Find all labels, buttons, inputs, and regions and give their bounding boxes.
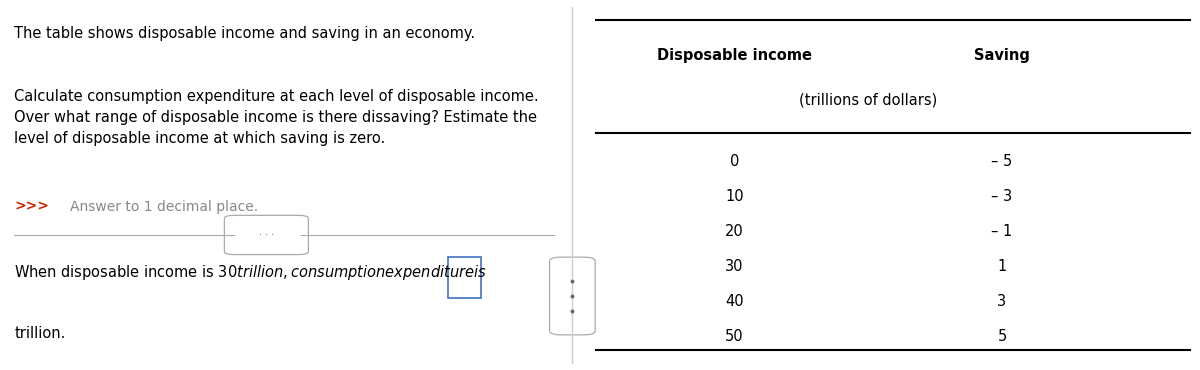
Text: 40: 40: [725, 294, 744, 309]
Text: 50: 50: [725, 329, 744, 344]
Text: 3: 3: [997, 294, 1007, 309]
Text: 0: 0: [730, 154, 739, 169]
Text: 1: 1: [997, 259, 1007, 274]
Text: – 3: – 3: [991, 189, 1013, 204]
Text: Calculate consumption expenditure at each level of disposable income.
Over what : Calculate consumption expenditure at eac…: [14, 89, 539, 146]
Text: – 1: – 1: [991, 224, 1013, 239]
Text: >>>: >>>: [14, 200, 49, 214]
Text: · · ·: · · ·: [259, 230, 274, 240]
Text: 5: 5: [997, 329, 1007, 344]
Text: trillion.: trillion.: [14, 326, 66, 341]
Text: When disposable income is $30 trillion, consumption expenditure is $: When disposable income is $30 trillion, …: [14, 263, 487, 282]
Text: Answer to 1 decimal place.: Answer to 1 decimal place.: [70, 200, 258, 214]
Text: 30: 30: [725, 259, 744, 274]
Text: 20: 20: [725, 224, 744, 239]
Text: Saving: Saving: [974, 48, 1030, 63]
Text: Disposable income: Disposable income: [656, 48, 812, 63]
Text: (trillions of dollars): (trillions of dollars): [799, 92, 937, 108]
Text: – 5: – 5: [991, 154, 1013, 169]
Text: The table shows disposable income and saving in an economy.: The table shows disposable income and sa…: [14, 26, 475, 41]
Text: 10: 10: [725, 189, 744, 204]
